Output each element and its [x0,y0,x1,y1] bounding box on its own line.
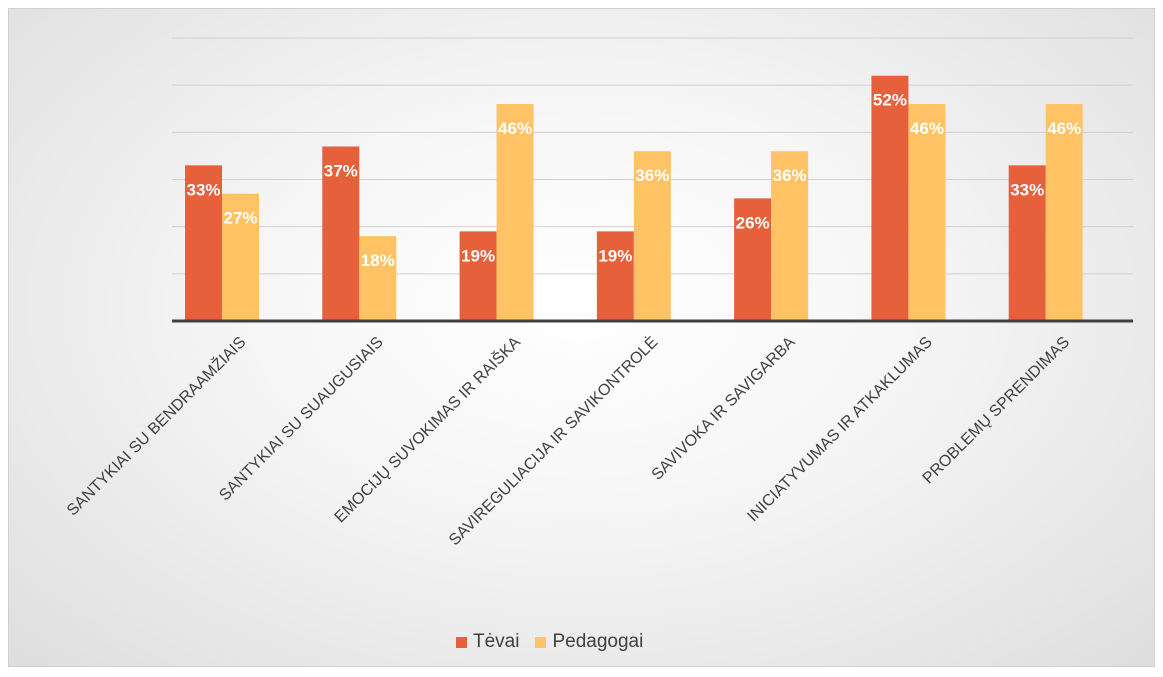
bar [459,231,497,321]
data-label: 19% [598,246,632,265]
data-label: 46% [498,119,532,138]
legend-label-tevai: Tėvai [473,631,520,652]
bar [1045,104,1083,322]
data-label: 46% [1047,119,1081,138]
chart-area [8,8,1155,667]
bar [633,151,671,321]
category-label: SAVIREGULIACIJA IR SAVIKONTROLĖ [445,332,662,549]
data-label: 18% [361,251,395,270]
bar [908,104,946,322]
category-label: SAVIVOKA IR SAVIGARBA [649,334,799,484]
data-label: 36% [773,166,807,185]
bar [496,104,534,322]
data-label: 33% [1010,180,1044,199]
bar [771,151,809,321]
data-label: 37% [324,161,358,180]
data-label: 33% [186,180,220,199]
legend-swatch-tevai [456,636,467,648]
legend-item-pedagogai: Pedagogai [535,631,643,653]
data-label: 52% [873,91,907,110]
bar [185,165,222,321]
bar [322,146,360,321]
legend-swatch-pedagogai [535,636,547,648]
data-label: 26% [736,213,770,232]
data-label: 46% [910,119,944,138]
data-label: 19% [461,246,495,265]
data-label: 36% [635,166,669,185]
legend-label-pedagogai: Pedagogai [552,631,644,652]
bar [734,198,772,321]
bar [1008,165,1046,321]
category-label: SANTYKIAI SU SUAUGUSIAIS [216,334,386,504]
category-label: PROBLEMŲ SPRENDIMAS [920,334,1073,487]
legend: Tėvai Pedagogai [456,626,643,658]
bar [871,75,909,321]
bar [596,231,634,321]
data-label: 27% [223,209,257,228]
legend-item-tevai: Tėvai [456,631,519,653]
bar [359,236,397,321]
bar [222,193,259,321]
